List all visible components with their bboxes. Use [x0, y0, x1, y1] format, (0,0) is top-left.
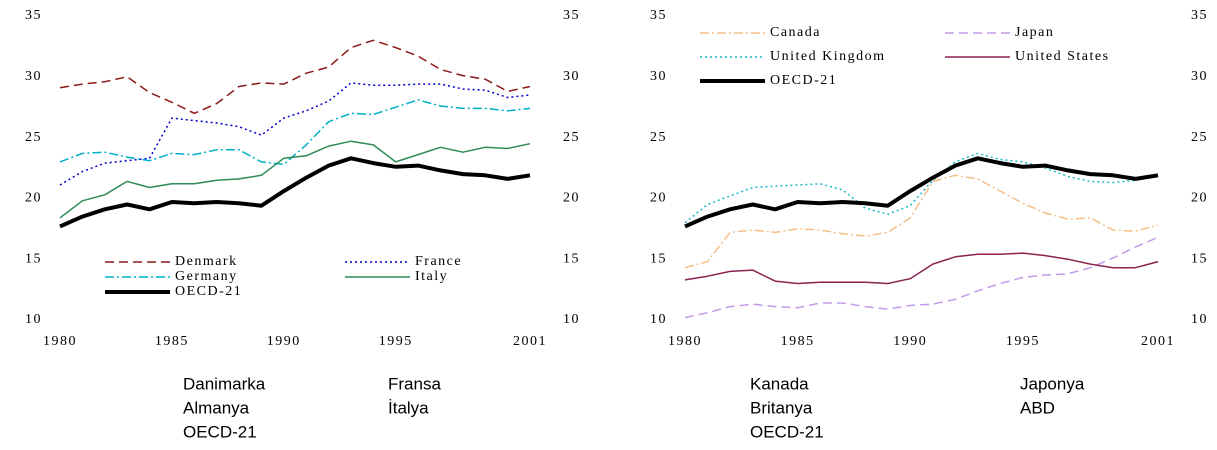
- x-tick-label: 2001: [513, 334, 547, 349]
- legend-label: OECD-21: [770, 73, 837, 88]
- y-tick-label: 15: [650, 251, 667, 266]
- annotation: Kanada: [750, 374, 809, 393]
- data-line: [684, 156, 1159, 229]
- legend-label: France: [415, 254, 462, 269]
- y-tick-label: 35: [25, 8, 42, 23]
- x-tick-label: 1980: [43, 334, 77, 349]
- y2-tick-label: 10: [563, 312, 580, 327]
- data-line: [59, 82, 531, 186]
- y-tick-label: 20: [25, 191, 42, 206]
- legend-label: Denmark: [175, 254, 238, 269]
- y-tick-label: 25: [25, 130, 42, 145]
- data-line: [684, 236, 1159, 319]
- x-tick-label: 1995: [379, 334, 413, 349]
- annotation: ABD: [1020, 398, 1055, 417]
- legend-label: Italy: [415, 269, 448, 284]
- y2-tick-label: 30: [563, 69, 580, 84]
- annotation: İtalya: [388, 398, 429, 417]
- y-tick-label: 20: [650, 191, 667, 206]
- y2-tick-label: 20: [563, 191, 580, 206]
- data-line: [59, 99, 531, 166]
- y2-tick-label: 25: [563, 130, 580, 145]
- data-line: [684, 174, 1159, 269]
- data-line: [59, 39, 531, 115]
- legend-label: United Kingdom: [770, 49, 886, 64]
- legend-label: Japan: [1015, 25, 1054, 40]
- y2-tick-label: 25: [1191, 130, 1208, 145]
- y-tick-label: 30: [25, 69, 42, 84]
- y2-tick-label: 20: [1191, 191, 1208, 206]
- annotation: OECD-21: [750, 422, 824, 441]
- legend-label: Germany: [175, 269, 238, 284]
- data-line: [59, 140, 531, 219]
- y2-tick-label: 35: [563, 8, 580, 23]
- x-tick-label: 1985: [155, 334, 189, 349]
- x-tick-label: 1990: [893, 334, 927, 349]
- x-tick-label: 1990: [267, 334, 301, 349]
- annotation: Japonya: [1020, 374, 1085, 393]
- y2-tick-label: 15: [563, 251, 580, 266]
- legend-label: OECD-21: [175, 284, 242, 299]
- annotation: Danimarka: [183, 374, 266, 393]
- data-line: [59, 156, 531, 229]
- x-tick-label: 2001: [1141, 334, 1175, 349]
- x-tick-label: 1995: [1006, 334, 1040, 349]
- y2-tick-label: 10: [1191, 312, 1208, 327]
- annotation: OECD-21: [183, 422, 257, 441]
- legend-label: United States: [1015, 49, 1110, 64]
- annotation: Almanya: [183, 398, 250, 417]
- y-tick-label: 30: [650, 69, 667, 84]
- x-tick-label: 1980: [668, 334, 702, 349]
- y-tick-label: 25: [650, 130, 667, 145]
- y2-tick-label: 15: [1191, 251, 1208, 266]
- y-tick-label: 10: [650, 312, 667, 327]
- y2-tick-label: 35: [1191, 8, 1208, 23]
- legend-label: Canada: [770, 25, 821, 40]
- y-tick-label: 35: [650, 8, 667, 23]
- data-line: [684, 252, 1159, 285]
- y2-tick-label: 30: [1191, 69, 1208, 84]
- y-tick-label: 15: [25, 251, 42, 266]
- y-tick-label: 10: [25, 312, 42, 327]
- annotation: Britanya: [750, 398, 813, 417]
- x-tick-label: 1985: [781, 334, 815, 349]
- data-line: [684, 152, 1159, 224]
- annotation: Fransa: [388, 374, 441, 393]
